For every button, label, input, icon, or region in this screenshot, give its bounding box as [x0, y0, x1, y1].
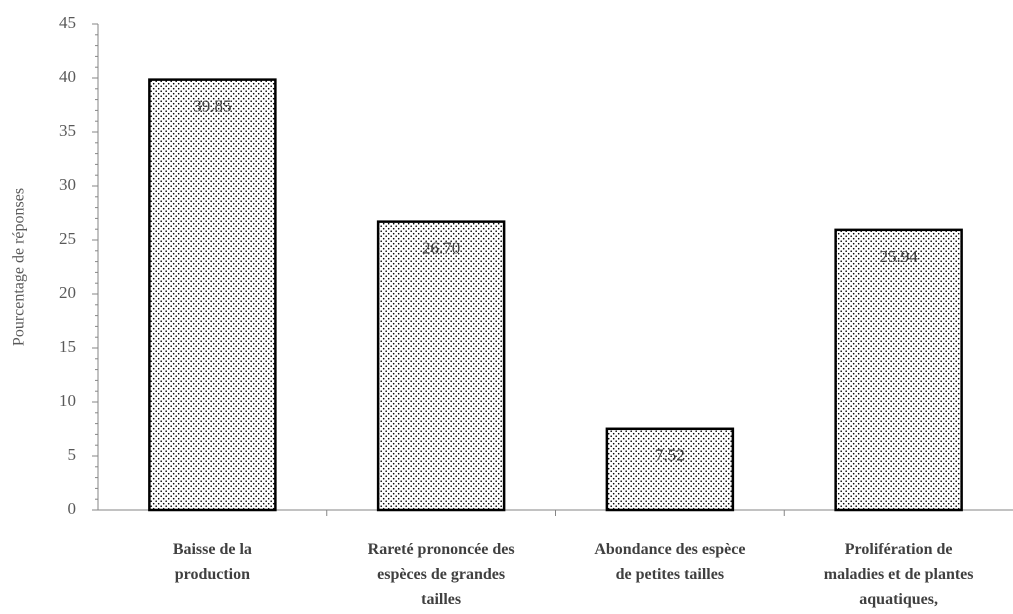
- y-tick-label: 0: [68, 499, 77, 518]
- bar: [834, 228, 963, 512]
- data-label: 39.85: [193, 97, 231, 116]
- data-label: 26.70: [422, 239, 460, 258]
- x-tick-label: Prolifération de maladies et de plantes aq…: [824, 541, 974, 608]
- y-tick-label: 30: [59, 175, 76, 194]
- y-tick-label: 45: [59, 13, 76, 32]
- y-tick-label: 35: [59, 121, 76, 140]
- y-tick-label: 25: [59, 229, 76, 248]
- bar: [376, 220, 506, 512]
- data-label: 25.94: [880, 247, 919, 266]
- y-tick-label: 40: [59, 67, 76, 86]
- x-tick-label: Rareté prononcée des espèces de grandes ta…: [368, 541, 515, 608]
- y-tick-label: 10: [59, 391, 76, 410]
- bar: [148, 78, 277, 512]
- bar: [605, 427, 735, 512]
- y-tick-label: 15: [59, 337, 76, 356]
- x-tick-label: Baisse de la production: [173, 541, 252, 583]
- y-axis-label: Pourcentage de réponses: [11, 188, 28, 346]
- y-tick-label: 5: [68, 445, 77, 464]
- y-tick-label: 20: [59, 283, 76, 302]
- x-tick-label: Abondance des espèce de petites tailles: [594, 541, 745, 583]
- data-label: 7.52: [655, 446, 685, 465]
